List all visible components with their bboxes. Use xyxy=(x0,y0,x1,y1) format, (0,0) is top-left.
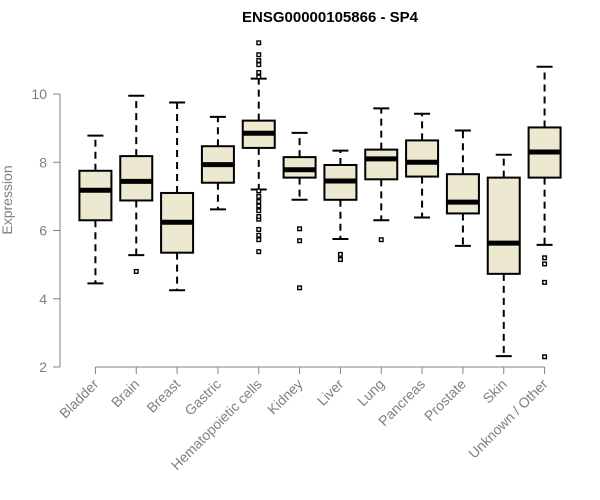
outlier-point xyxy=(542,279,548,285)
outlier-point xyxy=(133,268,139,274)
box-0 xyxy=(78,134,113,285)
outlier-point xyxy=(337,257,343,263)
box-2 xyxy=(160,101,195,292)
y-tick-label: 2 xyxy=(39,359,47,375)
outlier-point xyxy=(256,203,262,209)
outlier-point xyxy=(378,237,384,243)
outlier-point xyxy=(256,70,262,76)
box-iqr xyxy=(445,173,480,215)
x-tick-label: Bladder xyxy=(56,376,102,422)
outlier-point xyxy=(256,52,262,58)
outlier-point xyxy=(542,261,548,267)
box-iqr xyxy=(119,155,154,202)
outlier-point xyxy=(256,226,262,232)
box-3 xyxy=(200,115,235,211)
outlier-point xyxy=(256,193,262,199)
x-tick-label: Kidney xyxy=(264,376,306,418)
box-8 xyxy=(405,112,440,219)
y-tick-label: 10 xyxy=(31,86,47,102)
y-tick-label: 8 xyxy=(39,154,47,170)
x-tick-label: Lung xyxy=(354,376,387,409)
box-iqr xyxy=(78,169,113,222)
box-4 xyxy=(241,40,276,255)
y-tick-label: 6 xyxy=(39,223,47,239)
box-iqr xyxy=(405,139,440,178)
outlier-point xyxy=(297,226,303,232)
outlier-point xyxy=(297,285,303,291)
outlier-point xyxy=(297,238,303,244)
outlier-point xyxy=(256,40,262,46)
box-1 xyxy=(119,94,154,274)
x-tick-label: Breast xyxy=(143,376,183,416)
outlier-point xyxy=(256,249,262,255)
y-axis: 2 4 6 8 10 xyxy=(31,86,61,375)
box-10 xyxy=(486,153,521,358)
outlier-point xyxy=(256,74,262,80)
outlier-point xyxy=(256,188,262,194)
outlier-point xyxy=(256,62,262,68)
box-iqr xyxy=(364,148,399,181)
outlier-point xyxy=(256,198,262,204)
box-5 xyxy=(282,131,317,291)
outlier-point xyxy=(256,58,262,64)
x-tick-label: Prostate xyxy=(421,376,469,424)
outlier-point xyxy=(337,251,343,257)
outlier-point xyxy=(542,255,548,261)
box-iqr xyxy=(486,176,521,275)
outlier-point xyxy=(256,232,262,238)
plot-area xyxy=(78,40,562,360)
box-6 xyxy=(323,149,358,263)
y-tick-label: 4 xyxy=(39,291,47,307)
x-tick-label: Skin xyxy=(479,376,510,407)
chart-title: ENSG00000105866 - SP4 xyxy=(242,9,419,26)
outlier-point xyxy=(256,214,262,220)
x-tick-label: Liver xyxy=(314,376,347,409)
x-tick-label: Brain xyxy=(108,376,142,410)
outlier-point xyxy=(256,208,262,214)
box-7 xyxy=(364,107,399,243)
box-11 xyxy=(527,65,562,360)
outlier-point xyxy=(542,354,548,360)
box-9 xyxy=(445,129,480,247)
y-axis-label: Expression xyxy=(0,165,15,234)
outlier-point xyxy=(256,237,262,243)
